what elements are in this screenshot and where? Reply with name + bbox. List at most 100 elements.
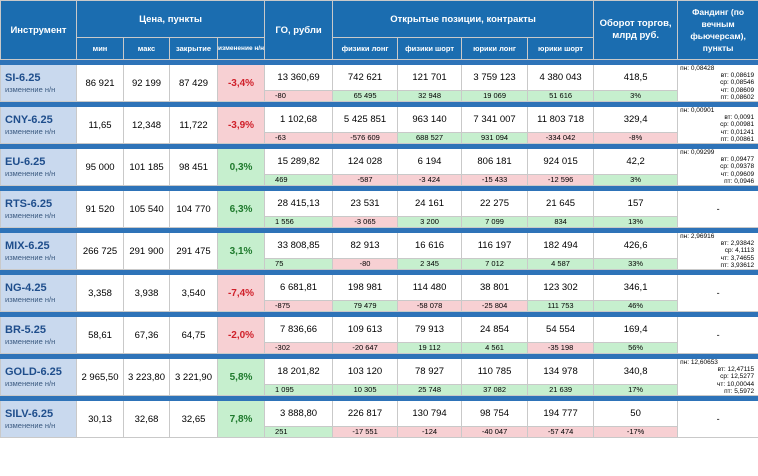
go-value: 3 888,80 [264,400,334,428]
table-row: BR-5.25 изменение н/н 58,61 67,36 64,75 -2,0%… [0,316,758,355]
go-value: 15 289,82 [264,148,334,176]
jur-short-value: 11 803 718 [527,106,595,134]
funding-value: чт: 3,74655 [720,254,755,262]
phys-short-change: -3 424 [397,174,463,187]
phys-short-change: 19 112 [397,342,463,355]
instrument-sub: изменение н/н [5,336,56,346]
instrument-cell: MIX-6.25 изменение н/н [0,232,77,271]
phys-long-change: -80 [332,258,399,271]
phys-long-change: -576 609 [332,132,399,145]
table-row-change: 75 -80 2 345 7 012 4 587 33% [1,258,758,271]
phys-long-value: 124 028 [332,148,399,176]
instrument-cell: CNY-6.25 изменение н/н [0,106,77,145]
funding-cell: пн: 2,96916 вт: 2,93842 ср: 4,1113 чт: 3,74… [677,232,758,271]
instrument-name: SILV-6.25 [5,407,54,420]
jur-short-change: -35 198 [527,342,595,355]
instrument-cell: EU-6.25 изменение н/н [0,148,77,187]
jur-long-value: 38 801 [461,274,529,302]
phys-long-value: 103 120 [332,358,399,386]
price-close: 291 475 [169,232,218,271]
funding-cell: пн: 12,60653 вт: 12,47115 ср: 12,5277 чт: 1… [677,358,758,397]
jur-short-change: -12 596 [527,174,595,187]
funding-cell: - [677,274,758,313]
phys-long-change: 65 495 [332,89,399,103]
funding-value: пн: 12,60653 [680,359,718,367]
phys-short-change: 688 527 [397,132,463,145]
header-close: закрытие [169,37,218,60]
funding-value: вт: 2,93842 [720,240,755,248]
phys-short-change: 25 748 [397,384,463,397]
turnover-change: -8% [593,132,679,145]
funding-value: чт: 10,00044 [717,380,755,388]
phys-short-value: 78 927 [397,358,463,386]
turnover-value: 42,2 [593,148,679,176]
price-max: 105 540 [123,190,170,229]
price-close: 98 451 [169,148,218,187]
go-value: 7 836,66 [264,316,334,344]
go-change: -63 [264,132,334,145]
instrument-name: MIX-6.25 [5,239,50,252]
price-change: 7,8% [216,400,266,439]
funding-value: чт: 0,09609 [720,170,755,178]
phys-long-change: 79 479 [332,300,399,313]
funding-value: ср: 0,00981 [720,121,755,129]
go-value: 1 102,68 [264,106,334,134]
phys-long-change: 10 305 [332,384,399,397]
phys-short-change: 3 200 [397,216,463,229]
turnover-change: -17% [593,426,679,439]
go-value: 13 360,69 [264,64,334,91]
phys-long-value: 109 613 [332,316,399,344]
jur-long-change: 4 561 [461,342,529,355]
phys-short-change: -124 [397,426,463,439]
funding-value: пн: 2,96916 [680,233,715,241]
phys-short-value: 121 701 [397,64,463,91]
price-min: 266 725 [76,232,124,271]
jur-long-change: 931 094 [461,132,529,145]
go-value: 33 808,85 [264,232,334,260]
turnover-value: 346,1 [593,274,679,302]
turnover-change: 33% [593,258,679,271]
instrument-name: GOLD-6.25 [5,365,62,378]
table-row-change: -80 65 495 32 948 19 069 51 616 3% [1,89,758,103]
phys-long-value: 82 913 [332,232,399,260]
jur-short-value: 123 302 [527,274,595,302]
turnover-value: 50 [593,400,679,428]
funding-value: чт: 0,01241 [720,128,755,136]
price-min: 11,65 [76,106,124,145]
phys-short-value: 24 161 [397,190,463,218]
phys-long-change: -587 [332,174,399,187]
instrument-sub: изменение н/н [5,210,56,220]
table-row: SILV-6.25 изменение н/н 30,13 32,68 32,65 7,8… [0,400,758,439]
jur-short-value: 924 015 [527,148,595,176]
phys-long-value: 5 425 851 [332,106,399,134]
funding-value: пн: 0,08428 [680,65,715,72]
jur-short-value: 194 777 [527,400,595,428]
funding-value: пт: 3,93612 [720,261,755,269]
funding-cell: пн: 0,00901 вт: 0,0091 ср: 0,00981 чт: 0,01… [677,106,758,145]
phys-long-change: -17 551 [332,426,399,439]
instrument-sub: изменение н/н [5,378,56,388]
header-funding: Фандинг (по вечным фьючерсам), пункты [677,0,758,60]
funding-cell: пн: 0,09299 вт: 0,09477 ср: 0,09378 чт: 0,0… [677,148,758,187]
funding-cell: - [677,400,758,439]
jur-long-value: 3 759 123 [461,64,529,91]
go-change: 1 556 [264,216,334,229]
jur-long-change: -40 047 [461,426,529,439]
table-row-change: -63 -576 609 688 527 931 094 -334 042 -8% [1,132,758,145]
go-value: 18 201,82 [264,358,334,386]
jur-short-value: 21 645 [527,190,595,218]
table-row: GOLD-6.25 изменение н/н 2 965,50 3 223,80 3 … [0,358,758,397]
go-value: 28 415,13 [264,190,334,218]
phys-short-value: 130 794 [397,400,463,428]
instrument-sub: изменение н/н [5,294,56,304]
go-change: 1 095 [264,384,334,397]
price-min: 91 520 [76,190,124,229]
phys-short-value: 114 480 [397,274,463,302]
price-min: 2 965,50 [76,358,124,397]
phys-long-change: -3 065 [332,216,399,229]
futures-table: Инструмент Цена, пункты ГО, рубли Открыт… [0,0,758,439]
phys-long-value: 226 817 [332,400,399,428]
jur-long-change: 19 069 [461,89,529,103]
price-max: 12,348 [123,106,170,145]
header-phys-long: физики лонг [332,37,399,60]
